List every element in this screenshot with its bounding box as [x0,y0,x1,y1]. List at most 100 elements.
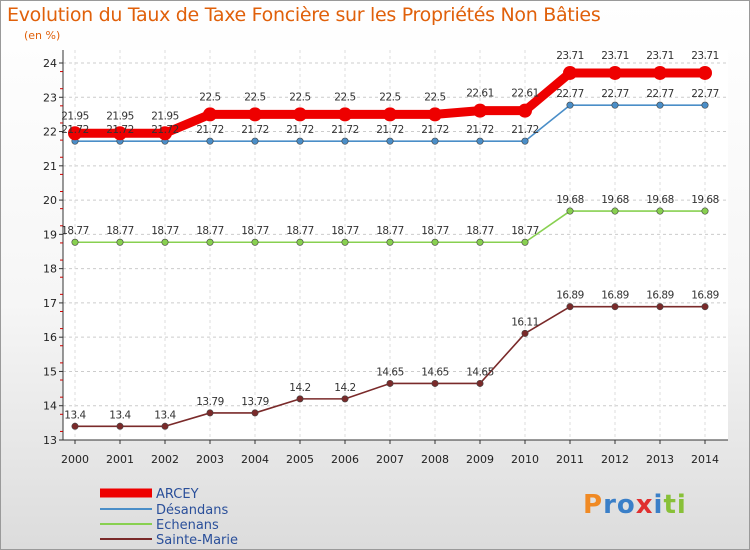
data-label: 22.77 [691,88,719,100]
legend-label: ARCEY [156,487,199,502]
data-point [431,137,439,145]
data-point [611,207,619,215]
data-point [656,101,664,109]
data-point [476,137,484,145]
data-point [71,238,79,246]
data-label: 13.79 [241,396,269,408]
data-point [338,107,352,122]
x-tick-label: 2010 [511,453,539,466]
data-point [71,422,79,430]
data-point [386,137,394,145]
data-label: 21.95 [106,110,134,122]
data-label: 22.61 [511,88,539,100]
data-point [611,303,619,311]
data-point [296,238,304,246]
data-point [563,65,577,80]
data-label: 21.95 [61,110,89,122]
data-point [473,103,487,118]
data-label: 22.5 [199,91,220,103]
data-label: 22.61 [466,88,494,100]
data-label: 21.72 [196,124,224,136]
data-point [701,207,709,215]
data-label: 18.77 [196,225,224,237]
data-label: 16.89 [691,290,719,302]
data-point [521,137,529,145]
x-tick-label: 2009 [466,453,494,466]
data-label: 14.2 [334,382,355,394]
data-label: 22.5 [379,91,400,103]
data-point [656,207,664,215]
data-point [341,395,349,403]
data-point [206,238,214,246]
data-label: 14.65 [466,366,494,378]
data-point [476,379,484,387]
data-point [386,238,394,246]
data-label: 19.68 [601,194,629,206]
data-point [251,238,259,246]
data-point [341,137,349,145]
x-tick-label: 2002 [151,453,179,466]
data-label: 18.77 [376,225,404,237]
x-tick-label: 2006 [331,453,359,466]
data-point [341,238,349,246]
data-label: 18.77 [241,225,269,237]
data-point [206,137,214,145]
data-label: 13.4 [154,409,176,421]
data-label: 16.89 [646,290,674,302]
data-label: 18.77 [61,225,89,237]
data-label: 19.68 [646,194,674,206]
x-tick-label: 2014 [691,453,719,466]
data-point [203,107,217,122]
data-label: 22.77 [601,88,629,100]
data-point [161,422,169,430]
data-label: 14.65 [376,366,404,378]
y-tick-label: 13 [43,434,57,447]
data-label: 21.72 [421,124,449,136]
data-point [521,329,529,337]
data-label: 13.4 [64,409,86,421]
y-tick-label: 14 [43,400,57,413]
data-label: 19.68 [691,194,719,206]
data-label: 22.77 [556,88,584,100]
data-point [566,207,574,215]
data-label: 22.77 [646,88,674,100]
data-point [701,303,709,311]
legend-label: Echenans [156,518,219,533]
y-tick-label: 16 [43,331,57,344]
data-point [428,107,442,122]
data-point [431,379,439,387]
data-point [296,395,304,403]
data-point [431,238,439,246]
data-point [653,65,667,80]
data-point [68,126,82,141]
data-point [116,422,124,430]
data-label: 16.89 [601,290,629,302]
y-tick-label: 22 [43,126,57,139]
x-tick-label: 2013 [646,453,674,466]
data-label: 23.71 [556,50,584,62]
x-tick-label: 2001 [106,453,134,466]
data-label: 18.77 [421,225,449,237]
data-label: 18.77 [151,225,179,237]
chart-title: Evolution du Taux de Taxe Foncière sur l… [7,4,601,26]
data-label: 14.65 [421,366,449,378]
x-tick-label: 2005 [286,453,314,466]
data-label: 21.95 [151,110,179,122]
data-label: 22.5 [244,91,265,103]
data-label: 21.72 [241,124,269,136]
data-label: 16.89 [556,290,584,302]
data-point [608,65,622,80]
x-tick-label: 2007 [376,453,404,466]
data-label: 18.77 [106,225,134,237]
data-label: 21.72 [286,124,314,136]
data-point [521,238,529,246]
y-tick-label: 18 [43,263,57,276]
data-label: 18.77 [286,225,314,237]
data-label: 22.5 [334,91,355,103]
data-point [566,101,574,109]
x-tick-label: 2004 [241,453,269,466]
legend-label: Sainte-Marie [156,533,238,548]
plot-area [63,50,728,440]
data-point [296,137,304,145]
